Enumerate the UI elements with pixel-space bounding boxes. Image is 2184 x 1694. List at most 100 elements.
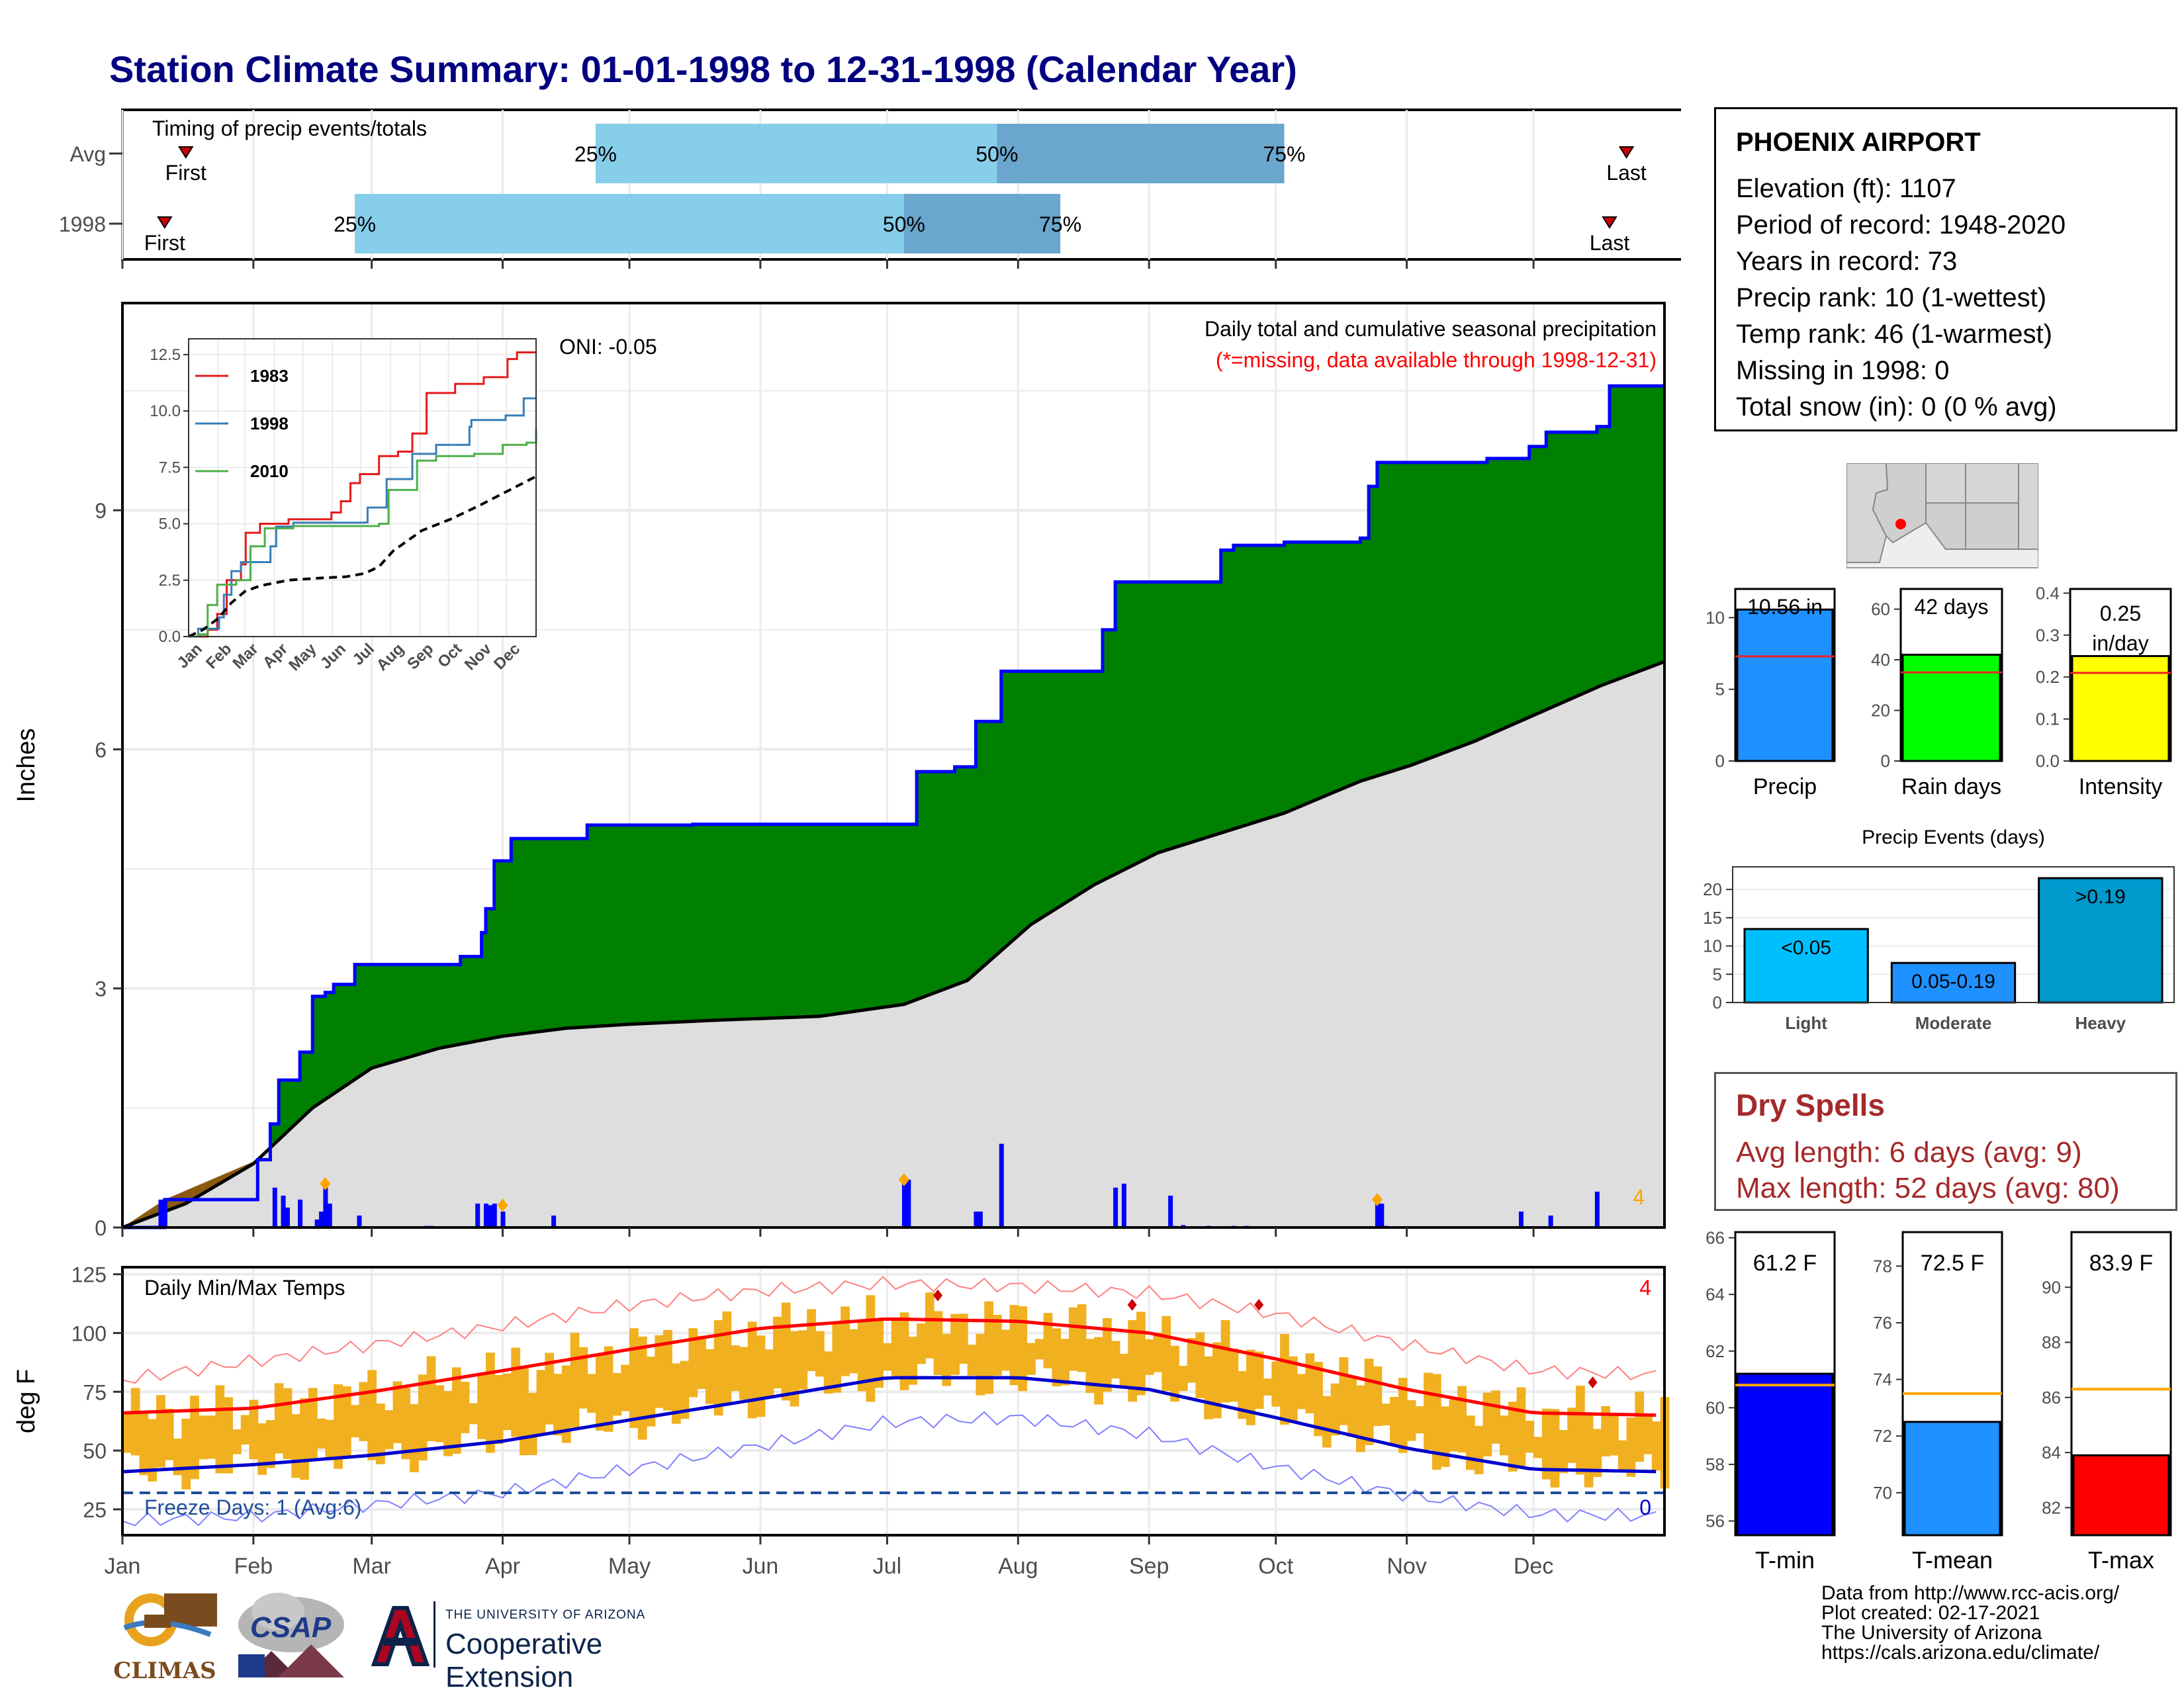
timing-last-marker (1602, 216, 1617, 229)
temp-bar-t-mean (1903, 1421, 2001, 1537)
y-tick-label: 0.4 (2036, 583, 2060, 603)
station-location-marker (1895, 519, 1906, 529)
timing-last-marker (1618, 146, 1635, 159)
daily-temp-bar (494, 1374, 504, 1445)
daily-temp-bar (257, 1423, 267, 1475)
record-min-line (122, 1411, 1657, 1527)
daily-temp-bar (1220, 1320, 1230, 1403)
daily-temp-bar (1516, 1387, 1526, 1467)
daily-temp-bar (823, 1351, 833, 1394)
daily-temp-bar (1592, 1429, 1602, 1478)
normal-min-line (122, 1376, 1657, 1474)
y-tick-label: 76 (1873, 1313, 1892, 1333)
daily-temp-bar (1170, 1345, 1179, 1402)
daily-precip-bar (162, 1199, 167, 1227)
mini-bar-value-unit: in/day (2092, 631, 2148, 655)
daily-temp-bar (1356, 1385, 1365, 1452)
daily-temp-bar (663, 1329, 672, 1411)
daily-temp-bar (156, 1395, 165, 1468)
daily-precip-bar (901, 1179, 907, 1227)
y-tick-label: 0.3 (2036, 625, 2060, 645)
dry-spells-title: Dry Spells (1736, 1088, 1885, 1122)
daily-temp-bar (1533, 1437, 1543, 1458)
daily-temp-bar (857, 1320, 867, 1392)
daily-precip-bar (978, 1211, 983, 1227)
daily-temp-bar (1465, 1415, 1475, 1470)
summary-bars: 0 5 10 10.56 in Precip 0 20 40 60 42 days Rain day… (1706, 583, 2172, 799)
daily-precip-bar (1548, 1215, 1553, 1227)
daily-temp-bar (756, 1335, 766, 1417)
x-tick-label: Oct (1258, 1554, 1293, 1579)
daily-precip-bar (1121, 1183, 1126, 1227)
x-tick-label: Mar (352, 1554, 391, 1579)
station-info-line: Total snow (in): 0 (0 % avg) (1736, 392, 2057, 422)
y-tick-label: 10 (1703, 936, 1722, 956)
daily-temp-bar (139, 1411, 149, 1476)
daily-temp-bar (1119, 1353, 1129, 1388)
y-axis-label: Inches (13, 729, 40, 803)
daily-temp-bar (1364, 1359, 1374, 1445)
climas-logo[interactable]: CLIMAS (111, 1588, 218, 1684)
daily-temp-bar (418, 1374, 428, 1461)
daily-temp-bar (240, 1415, 250, 1445)
daily-temp-bar (181, 1418, 191, 1490)
daily-temp-bar (274, 1383, 284, 1454)
daily-temp-bar (435, 1385, 445, 1443)
daily-temp-bar (485, 1353, 495, 1453)
daily-temp-bar (350, 1405, 360, 1438)
station-info-line: Elevation (ft): 1107 (1736, 174, 1956, 203)
x-tick-label: Sep (1129, 1554, 1169, 1579)
daily-temp-bar (984, 1301, 994, 1394)
daily-temp-bar (1575, 1386, 1585, 1475)
daily-precip-bar (314, 1219, 320, 1227)
daily-temp-bar (1009, 1305, 1019, 1386)
daily-temp-bar (477, 1374, 486, 1439)
missing-note: (*=missing, data available through 1998-… (1216, 348, 1657, 372)
daily-temp-bar (637, 1336, 647, 1440)
daily-temp-bar (1508, 1402, 1518, 1472)
daily-temp-bar (511, 1347, 521, 1437)
timing-first-label: First (144, 231, 185, 255)
daily-temp-bar (1305, 1353, 1315, 1413)
daily-temp-bar (173, 1439, 183, 1476)
daily-temp-bar (232, 1429, 242, 1454)
timing-row-label: Avg (69, 142, 106, 166)
precip-record-marker (497, 1198, 508, 1212)
daily-temp-bar (334, 1384, 343, 1469)
daily-precip-bar (488, 1205, 493, 1227)
daily-temp-bar (1398, 1378, 1408, 1453)
timing-bar-50-75 (997, 124, 1285, 183)
daily-temp-bar (713, 1320, 723, 1416)
daily-temp-bar (316, 1418, 326, 1449)
y-tick-label: 125 (71, 1263, 107, 1287)
daily-precip-bar (475, 1203, 480, 1227)
temp-bar-t-min (1736, 1372, 1834, 1537)
daily-precip-bar (1379, 1203, 1385, 1227)
ua-cooperative-extension-logo[interactable]: THE UNIVERSITY OF ARIZONA Cooperative Ex… (361, 1601, 731, 1693)
y-tick-label: 66 (1706, 1228, 1725, 1248)
daily-temp-bar (680, 1360, 690, 1419)
y-tick-label: 90 (2042, 1277, 2061, 1297)
csap-logo[interactable]: CSAP (232, 1591, 351, 1684)
temp-bar-t-max (2072, 1454, 2170, 1537)
x-tick-label: Dec (1514, 1554, 1553, 1579)
daily-temp-bar (764, 1349, 774, 1397)
daily-temp-bar (587, 1374, 596, 1413)
daily-temp-bar (1567, 1407, 1576, 1463)
y-tick-label: 70 (1873, 1483, 1892, 1503)
daily-temp-bar (224, 1397, 233, 1474)
daily-temp-bar (993, 1314, 1002, 1376)
cumulative-below-avg-area (122, 1159, 258, 1227)
precip-record-marker (1371, 1192, 1383, 1206)
y-tick-label: 62 (1706, 1341, 1725, 1361)
daily-temp-bar (1288, 1356, 1298, 1423)
timing-label: Timing of precip events/totals (152, 116, 427, 140)
y-tick-label: 9 (95, 499, 107, 523)
daily-temp-bar (646, 1357, 656, 1427)
daily-temp-bar (190, 1396, 199, 1480)
station-info-line: Temp rank: 46 (1-warmest) (1736, 320, 2052, 349)
daily-temp-bar (443, 1391, 453, 1456)
daily-temp-bar (1314, 1362, 1323, 1437)
mini-bar-label: Intensity (2079, 774, 2163, 799)
mini-bar-label: Precip (1753, 774, 1817, 799)
